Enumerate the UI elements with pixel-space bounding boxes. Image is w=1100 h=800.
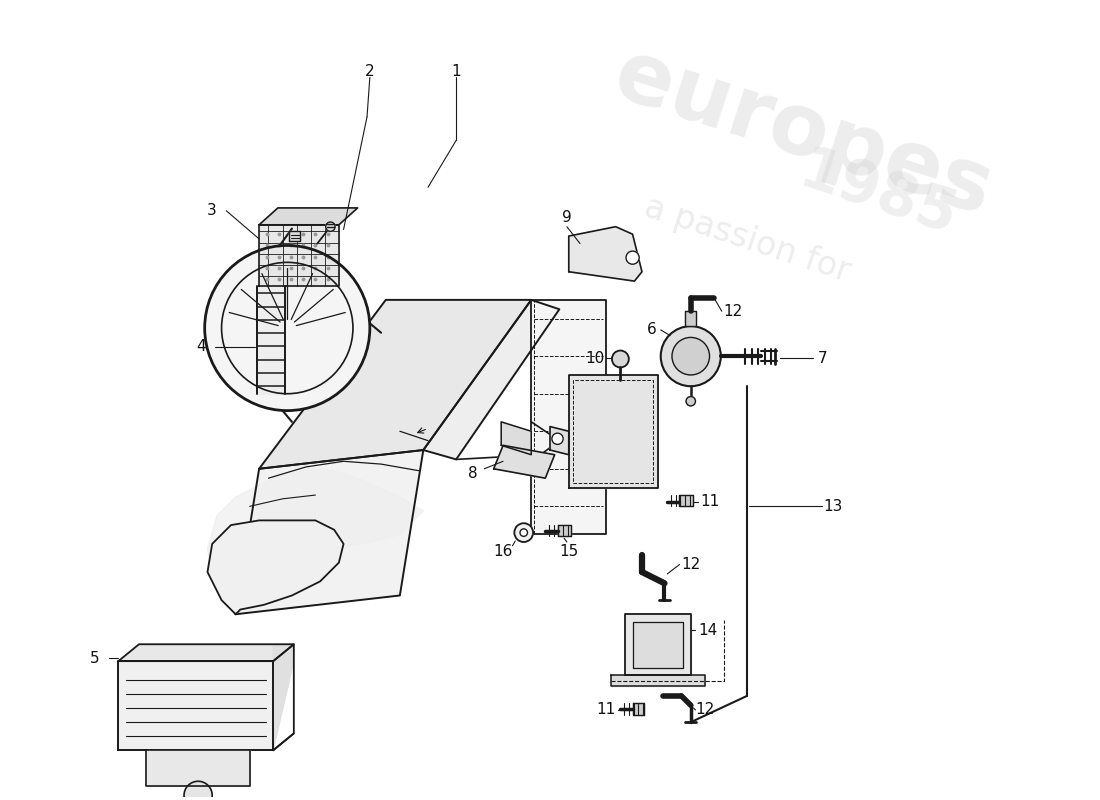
Polygon shape xyxy=(208,469,424,614)
Circle shape xyxy=(626,251,639,264)
Polygon shape xyxy=(235,450,424,614)
Polygon shape xyxy=(550,426,569,454)
Text: 12: 12 xyxy=(695,702,715,718)
Polygon shape xyxy=(260,300,531,469)
Polygon shape xyxy=(146,750,250,786)
Text: 1985: 1985 xyxy=(792,142,965,246)
Text: 15: 15 xyxy=(559,544,579,559)
Text: 3: 3 xyxy=(207,203,217,218)
Polygon shape xyxy=(680,495,693,506)
Circle shape xyxy=(184,782,212,800)
Text: 11: 11 xyxy=(596,702,616,718)
Text: 2: 2 xyxy=(365,64,375,79)
Text: 12: 12 xyxy=(724,304,743,318)
Polygon shape xyxy=(119,644,294,661)
Text: 14: 14 xyxy=(698,622,717,638)
Text: 16: 16 xyxy=(494,544,513,559)
Circle shape xyxy=(205,246,370,410)
Polygon shape xyxy=(610,675,705,686)
Text: a passion for: a passion for xyxy=(640,190,855,288)
Circle shape xyxy=(661,326,721,386)
Circle shape xyxy=(326,222,336,231)
Polygon shape xyxy=(502,422,531,454)
Polygon shape xyxy=(257,286,285,394)
Polygon shape xyxy=(632,703,644,714)
Circle shape xyxy=(672,338,710,375)
Text: 4: 4 xyxy=(196,339,206,354)
Polygon shape xyxy=(632,622,683,668)
Circle shape xyxy=(515,523,534,542)
Text: 5: 5 xyxy=(90,651,100,666)
Text: 12: 12 xyxy=(681,557,701,572)
Text: 9: 9 xyxy=(562,210,572,225)
Polygon shape xyxy=(273,644,294,750)
Text: 7: 7 xyxy=(817,350,827,366)
Polygon shape xyxy=(260,225,339,286)
Polygon shape xyxy=(260,208,358,225)
Polygon shape xyxy=(424,300,560,459)
Text: 11: 11 xyxy=(700,494,719,509)
Polygon shape xyxy=(289,231,300,241)
Text: 13: 13 xyxy=(824,499,843,514)
Circle shape xyxy=(552,433,563,444)
Polygon shape xyxy=(558,525,571,536)
Polygon shape xyxy=(625,614,691,675)
Text: 8: 8 xyxy=(469,466,477,481)
Text: 1: 1 xyxy=(451,64,461,79)
Text: 6: 6 xyxy=(647,322,657,338)
Text: europes: europes xyxy=(604,33,1003,234)
Polygon shape xyxy=(208,521,343,614)
Circle shape xyxy=(520,529,528,536)
Polygon shape xyxy=(119,661,273,750)
Circle shape xyxy=(612,350,629,367)
Text: 10: 10 xyxy=(585,350,605,366)
Polygon shape xyxy=(685,311,696,326)
Circle shape xyxy=(686,397,695,406)
Polygon shape xyxy=(494,446,554,478)
Polygon shape xyxy=(569,226,642,281)
Polygon shape xyxy=(569,375,658,487)
Polygon shape xyxy=(531,300,606,534)
